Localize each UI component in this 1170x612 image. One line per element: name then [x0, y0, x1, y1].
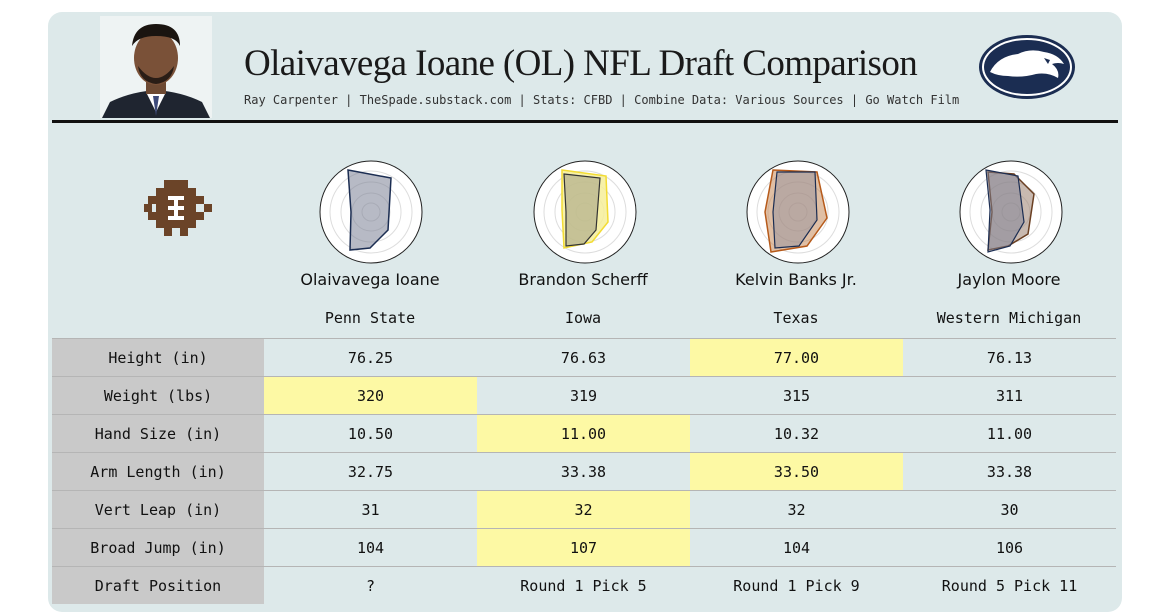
table-cell: 76.63: [477, 338, 690, 377]
radar-series-shape: [772, 171, 818, 249]
table-cell: 10.50: [264, 414, 477, 453]
row-label: Hand Size (in): [52, 414, 264, 453]
table-cell: 107: [477, 528, 690, 567]
table-cell: 30: [903, 490, 1116, 529]
table-row: Weight (lbs) 320 319 315 311: [52, 376, 1116, 415]
table-cell: 315: [690, 376, 903, 415]
combine-stats-table: Height (in) 76.25 76.63 77.00 76.13 Weight (l…: [52, 338, 1116, 604]
table-cell: 77.00: [690, 338, 903, 377]
player-name: Olaivavega Ioane: [300, 270, 440, 289]
table-row: Broad Jump (in) 104 107 104 106: [52, 528, 1116, 567]
radar-series-shape: [985, 169, 1025, 253]
radar-chart-scherff: [532, 160, 638, 268]
table-cell: ?: [264, 566, 477, 604]
radar-chart-ioane: [318, 160, 424, 268]
row-label: Vert Leap (in): [52, 490, 264, 529]
player-school: Western Michigan: [936, 309, 1082, 327]
table-row: Hand Size (in) 10.50 11.00 10.32 11.00: [52, 414, 1116, 453]
radar-series-shape: [764, 169, 828, 253]
player-name: Brandon Scherff: [518, 270, 648, 289]
row-label: Draft Position: [52, 566, 264, 604]
table-cell: 33.38: [477, 452, 690, 491]
table-row: Height (in) 76.25 76.63 77.00 76.13: [52, 338, 1116, 377]
table-row: Vert Leap (in) 31 32 32 30: [52, 490, 1116, 529]
header-divider: [52, 120, 1118, 123]
player-name: Kelvin Banks Jr.: [735, 270, 857, 289]
table-cell: Round 1 Pick 5: [477, 566, 690, 604]
table-cell: 319: [477, 376, 690, 415]
comparison-card: Olaivavega Ioane (OL) NFL Draft Comparis…: [48, 12, 1122, 612]
player-name: Jaylon Moore: [957, 270, 1061, 289]
table-row: Draft Position? Round 1 Pick 5 Round 1 Pic…: [52, 566, 1116, 604]
table-cell: 11.00: [477, 414, 690, 453]
table-cell: 33.38: [903, 452, 1116, 491]
table-cell: 104: [264, 528, 477, 567]
table-cell: 31: [264, 490, 477, 529]
table-cell: 320: [264, 376, 477, 415]
player-school: Penn State: [324, 309, 416, 327]
table-cell: 11.00: [903, 414, 1116, 453]
table-cell: 76.13: [903, 338, 1116, 377]
credits-subtitle: Ray Carpenter | TheSpade.substack.com | …: [244, 93, 960, 107]
radar-chart-banks: [745, 160, 851, 268]
spade-logo-icon: [144, 180, 216, 244]
row-label: Broad Jump (in): [52, 528, 264, 567]
table-cell: 104: [690, 528, 903, 567]
table-cell: Round 1 Pick 9: [690, 566, 903, 604]
table-row: Arm Length (in) 32.75 33.38 33.50 33.38: [52, 452, 1116, 491]
row-label: Weight (lbs): [52, 376, 264, 415]
nittany-lion-logo: [978, 34, 1076, 100]
table-cell: 32: [477, 490, 690, 529]
player-school: Texas: [773, 309, 819, 327]
table-cell: Round 5 Pick 11: [903, 566, 1116, 604]
page-title: Olaivavega Ioane (OL) NFL Draft Comparis…: [244, 43, 918, 84]
player-headshot: [100, 16, 212, 118]
table-cell: 106: [903, 528, 1116, 567]
table-cell: 32: [690, 490, 903, 529]
header: Olaivavega Ioane (OL) NFL Draft Comparis…: [48, 12, 1122, 120]
radar-series-shape: [347, 169, 392, 251]
table-cell: 76.25: [264, 338, 477, 377]
table-cell: 32.75: [264, 452, 477, 491]
table-cell: 311: [903, 376, 1116, 415]
row-label: Height (in): [52, 338, 264, 377]
table-cell: 10.32: [690, 414, 903, 453]
player-school: Iowa: [564, 309, 602, 327]
row-label: Arm Length (in): [52, 452, 264, 491]
radar-series-shape: [563, 173, 601, 247]
table-cell: 33.50: [690, 452, 903, 491]
radar-chart-moore: [958, 160, 1064, 268]
